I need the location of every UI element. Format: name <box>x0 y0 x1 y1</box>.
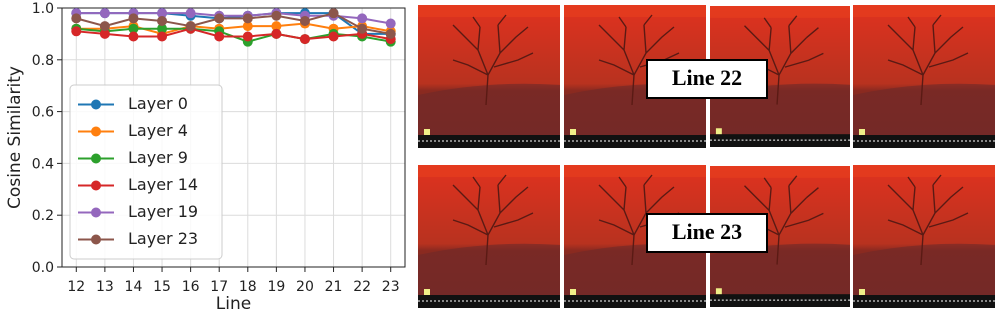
data-point <box>128 31 139 42</box>
y-tick-label: 0.4 <box>32 156 54 172</box>
data-point <box>99 8 110 19</box>
data-point <box>299 15 310 26</box>
legend-label: Layer 4 <box>128 121 188 140</box>
data-point <box>185 21 196 32</box>
data-point <box>271 28 282 39</box>
data-point <box>385 28 396 39</box>
label-box <box>646 213 768 253</box>
data-point <box>242 21 253 32</box>
x-tick-label: 17 <box>210 279 228 295</box>
x-tick-label: 15 <box>153 279 171 295</box>
legend-label: Layer 23 <box>128 229 198 248</box>
x-tick-label: 18 <box>239 279 257 295</box>
label-box <box>646 59 768 99</box>
x-tick-label: 13 <box>96 279 114 295</box>
legend-label: Layer 0 <box>128 94 188 113</box>
legend-label: Layer 9 <box>128 148 188 167</box>
data-point <box>214 31 225 42</box>
data-point <box>71 13 82 24</box>
image-grid: Line 22 Line 23 <box>418 5 995 308</box>
data-point <box>271 10 282 21</box>
data-point <box>157 15 168 26</box>
x-axis-label: Line <box>216 294 251 314</box>
y-tick-label: 0.8 <box>32 53 54 69</box>
data-point <box>328 8 339 19</box>
x-tick-label: 23 <box>382 279 400 295</box>
data-point <box>157 23 168 34</box>
data-point <box>299 34 310 45</box>
y-tick-label: 0.2 <box>32 208 54 224</box>
x-tick-label: 14 <box>125 279 143 295</box>
image <box>418 5 560 148</box>
data-point <box>357 13 368 24</box>
x-tick-label: 21 <box>325 279 343 295</box>
legend-marker <box>91 126 101 137</box>
y-tick-label: 0.6 <box>32 105 54 121</box>
data-point <box>99 28 110 39</box>
image <box>418 165 560 308</box>
data-point <box>385 18 396 29</box>
x-tick-label: 12 <box>67 279 85 295</box>
legend-label: Layer 19 <box>128 202 198 221</box>
legend-marker <box>91 99 101 110</box>
legend-marker <box>91 180 101 191</box>
data-point <box>242 13 253 24</box>
y-axis-label: Cosine Similarity <box>5 66 25 209</box>
y-tick-label: 1.0 <box>32 1 54 17</box>
legend-marker <box>91 207 101 218</box>
x-tick-label: 16 <box>182 279 200 295</box>
data-point <box>214 13 225 24</box>
data-point <box>71 26 82 37</box>
x-tick-label: 20 <box>296 279 314 295</box>
legend-label: Layer 14 <box>128 175 198 194</box>
legend-marker <box>91 153 101 164</box>
data-point <box>185 8 196 19</box>
data-point <box>157 31 168 42</box>
image <box>853 165 995 308</box>
data-point <box>128 13 139 24</box>
x-tick-label: 19 <box>267 279 285 295</box>
data-point <box>242 31 253 42</box>
y-tick-label: 0.0 <box>32 260 54 276</box>
plot-frame <box>61 7 406 268</box>
x-tick-label: 22 <box>353 279 371 295</box>
panel-label: Line 22 <box>672 65 742 90</box>
data-point <box>157 8 168 19</box>
legend-box <box>69 84 223 260</box>
image <box>853 5 995 148</box>
line-chart: 0.0 0.2 0.4 0.6 0.8 1.0 12 13 14 15 16 17 18 19 20 21 22… <box>5 1 406 314</box>
legend-marker <box>91 234 101 245</box>
data-point <box>128 23 139 34</box>
data-point <box>99 21 110 32</box>
data-point <box>357 23 368 34</box>
data-point <box>271 21 282 32</box>
panel-label: Line 23 <box>672 219 742 244</box>
data-point <box>328 31 339 42</box>
